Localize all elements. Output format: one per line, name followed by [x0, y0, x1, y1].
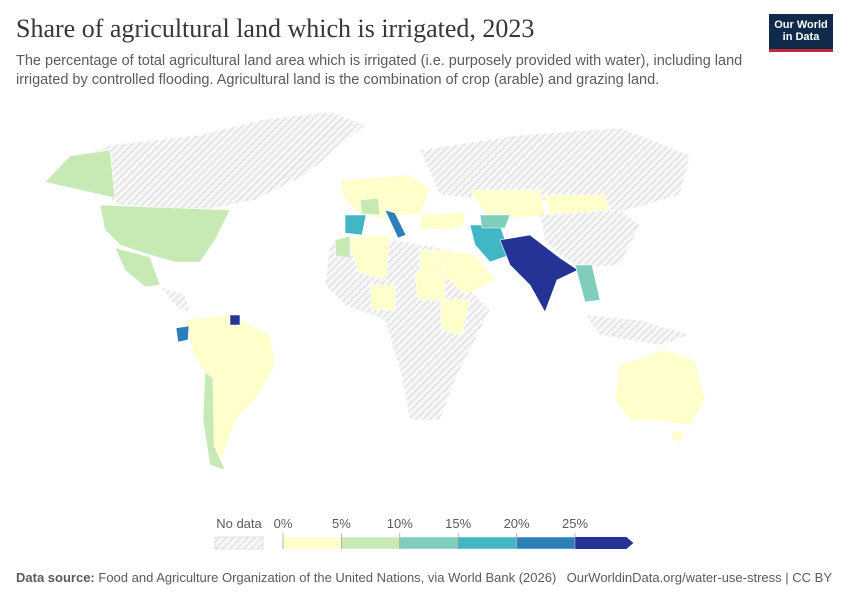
legend-bin	[516, 536, 576, 550]
country[interactable]	[614, 349, 706, 426]
logo-line: Our World	[774, 19, 828, 31]
country[interactable]	[574, 264, 601, 303]
map: No data 0% 5% 10% 15% 20% 25%	[44, 111, 706, 550]
no-data-swatch	[214, 536, 264, 550]
country[interactable]	[175, 325, 190, 343]
country[interactable]	[584, 314, 691, 346]
country[interactable]	[419, 211, 466, 231]
country[interactable]	[339, 174, 431, 219]
source-label: Data source:	[16, 570, 95, 585]
legend-tick-label: 0%	[274, 516, 293, 531]
country[interactable]	[359, 197, 381, 216]
country[interactable]	[539, 209, 641, 269]
legend-tick-label: 20%	[504, 516, 530, 531]
country[interactable]	[439, 299, 471, 336]
country[interactable]	[347, 234, 391, 281]
country[interactable]	[44, 149, 116, 199]
country[interactable]	[369, 284, 396, 311]
legend-bin	[399, 536, 459, 550]
legend-tick-label: 5%	[332, 516, 351, 531]
country[interactable]	[499, 234, 579, 313]
legend-bin	[341, 536, 401, 550]
legend-bin	[282, 536, 342, 550]
country[interactable]	[229, 314, 241, 326]
legend-tick-label: 10%	[387, 516, 413, 531]
country[interactable]	[99, 204, 231, 263]
legend-bin	[457, 536, 517, 550]
subtitle: The percentage of total agricultural lan…	[16, 53, 743, 88]
country[interactable]	[384, 209, 407, 239]
legend-bin	[575, 537, 634, 549]
source: Data source: Food and Agriculture Organi…	[16, 570, 556, 585]
no-data-label: No data	[216, 516, 262, 531]
country[interactable]	[184, 314, 276, 461]
source-text: Food and Agriculture Organization of the…	[98, 570, 557, 585]
country[interactable]	[334, 235, 351, 259]
title: Share of agricultural land which is irri…	[16, 14, 535, 43]
country[interactable]	[544, 194, 611, 216]
country[interactable]	[202, 371, 226, 471]
country[interactable]	[439, 249, 496, 296]
logo-line: in Data	[782, 31, 820, 43]
legend-tick-label: 15%	[445, 516, 471, 531]
legend-tick-label: 25%	[562, 516, 588, 531]
country[interactable]	[159, 286, 191, 313]
country[interactable]	[414, 271, 446, 301]
country[interactable]	[671, 431, 685, 443]
logo[interactable]: Our World in Data	[769, 14, 833, 52]
country[interactable]	[344, 214, 367, 236]
country[interactable]	[114, 247, 161, 288]
country[interactable]	[479, 214, 511, 229]
url[interactable]: OurWorldinData.org/water-use-stress | CC…	[566, 570, 832, 585]
countries	[44, 111, 706, 471]
legend: No data 0% 5% 10% 15% 20% 25%	[214, 516, 634, 550]
